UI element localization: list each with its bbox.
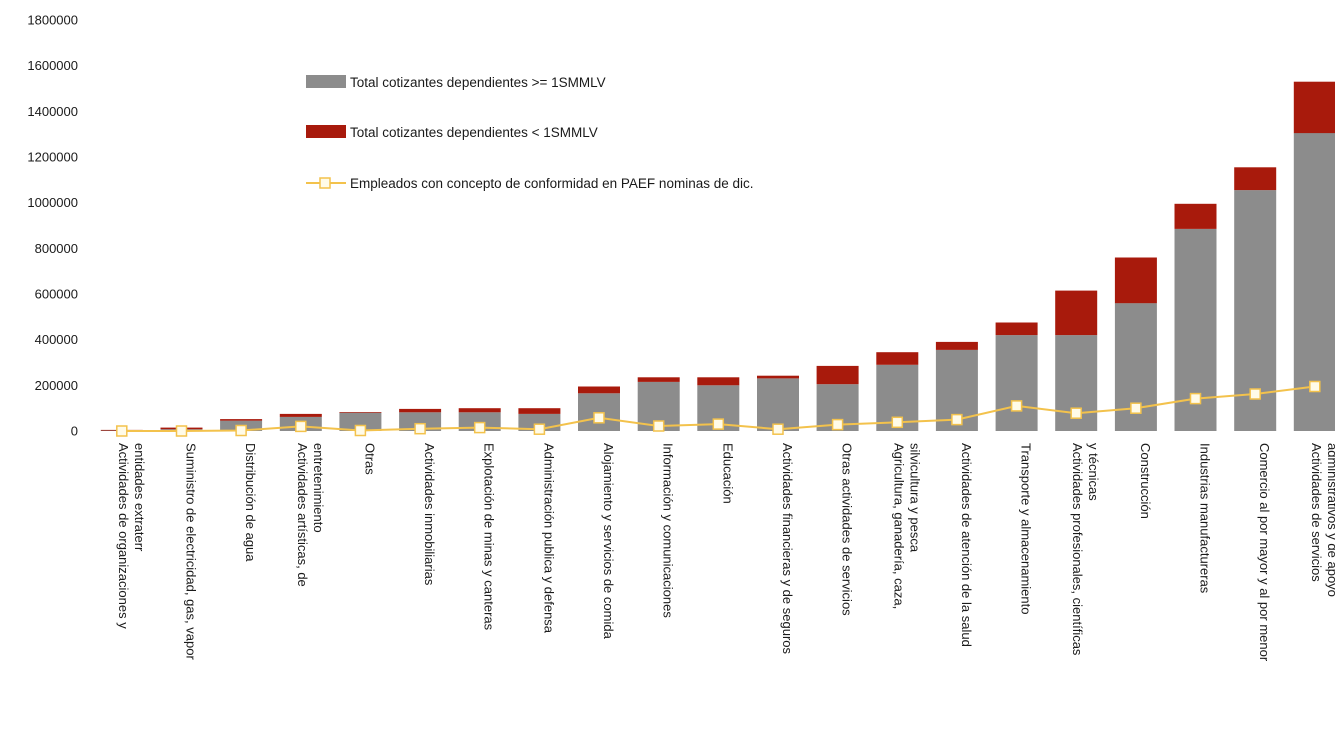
bars [100,81,1335,431]
x-tick-label: Actividades profesionales, científicas [1070,443,1085,656]
x-tick-label: Industrias manufactureras [1198,443,1213,594]
x-tick-label: Agricultura, ganadería, caza, [891,443,906,609]
bar-segment-below-1smmlv [220,419,263,421]
x-tick-label: entidades extraterr [132,443,147,552]
bar-segment-below-1smmlv [1293,81,1335,134]
bar-segment-below-1smmlv [1234,167,1277,191]
line-marker [295,420,307,433]
x-tick-label: Transporte y almacenamiento [1019,443,1034,615]
x-tick-label: Otras [362,443,377,475]
y-tick-label: 400000 [35,332,78,347]
bar-segment-above-1smmlv [995,335,1038,431]
line-marker [116,425,128,437]
line-marker [1070,407,1082,419]
y-tick-label: 200000 [35,378,78,393]
x-tick-label: Actividades de atención de la salud [959,443,974,647]
bar-segment-below-1smmlv [757,375,799,379]
bar-segment-above-1smmlv [339,412,382,431]
line-marker [1010,400,1023,412]
bar-segment-below-1smmlv [518,408,561,414]
line-marker [235,424,247,437]
line-series [116,380,1321,437]
line-marker [772,423,784,435]
bar-segment-below-1smmlv [935,341,978,350]
bar-segment-below-1smmlv [697,377,740,386]
line-marker [473,421,486,434]
x-tick-label: Información y comunicaciones [661,443,676,618]
x-tick-label: Administración publica y defensa [541,443,556,634]
x-tick-label: Actividades inmobiliarias [422,443,437,586]
line-marker [891,416,904,429]
x-tick-label: Distribución de agua [243,443,258,562]
y-tick-label: 1200000 [27,150,78,165]
y-tick-label: 600000 [35,287,78,302]
bar-segment-below-1smmlv [995,322,1038,336]
bar-segment-above-1smmlv [757,378,799,431]
line-marker [1189,392,1202,405]
line-marker [712,418,725,430]
x-axis: Actividades de organizaciones y entidades… [116,443,1335,662]
x-tick-label: administrativos y de apoyo [1325,443,1335,597]
line-marker [1130,402,1142,414]
bar-segment-below-1smmlv [876,352,919,365]
x-tick-label: silvicultura y pesca [907,443,922,553]
x-tick-label: Educación [720,443,735,504]
bar-segment-above-1smmlv [458,412,501,431]
legend-label: Total cotizantes dependientes < 1SMMLV [350,125,598,140]
bar-segment-below-1smmlv [637,377,680,382]
legend: Total cotizantes dependientes >= 1SMMLV T… [306,75,753,191]
bar-segment-above-1smmlv [399,412,442,431]
legend-label: Total cotizantes dependientes >= 1SMMLV [350,75,606,90]
bar-segment-below-1smmlv [1114,257,1157,304]
bar-segment-below-1smmlv [399,408,442,413]
y-tick-label: 1400000 [27,104,78,119]
x-tick-label: Actividades de organizaciones y [116,443,131,629]
x-tick-label: Comercio al por mayor y al por menor [1257,443,1272,662]
x-tick-label: entretenimiento [311,443,326,533]
y-tick-label: 0 [71,424,78,439]
x-tick-label: Explotación de minas y canteras [482,443,497,631]
bar-segment-below-1smmlv [1055,290,1098,336]
y-tick-label: 800000 [35,241,78,256]
line-marker [593,412,605,424]
x-tick-label: Otras actividades de servicios [840,443,855,616]
x-tick-label: Actividades artísticas, de [295,443,310,587]
x-tick-label: y técnicas [1086,443,1101,501]
y-axis: 0 200000 400000 600000 800000 1000000 1200000 1… [27,13,78,439]
line-marker [354,424,367,437]
line-marker [951,413,963,426]
bar-segment-below-1smmlv [339,412,382,413]
x-tick-label: Actividades de servicios [1309,443,1324,582]
y-tick-label: 1800000 [27,13,78,28]
bar-segment-below-1smmlv [279,413,322,417]
bar-segment-below-1smmlv [578,386,620,394]
line-marker [652,420,665,432]
x-tick-label: Suministro de electricidad, gas, vapor [184,443,199,660]
legend-swatch [306,75,346,88]
bar-segment-below-1smmlv [816,365,859,385]
bar-segment-below-1smmlv [1174,203,1217,229]
line-marker [831,418,844,431]
line-marker [1309,380,1321,393]
legend-label: Empleados con concepto de conformidad en… [350,176,753,191]
line-marker [175,425,188,437]
x-tick-label: Alojamiento y servicios de comida [601,443,616,640]
legend-swatch [306,125,346,138]
line-marker [533,423,546,435]
legend-swatch-marker [319,177,331,189]
line-marker [414,422,426,435]
x-tick-label: Construcción [1138,443,1153,519]
bar-segment-below-1smmlv [458,408,501,413]
y-tick-label: 1000000 [27,195,78,210]
y-tick-label: 1600000 [27,58,78,73]
line-marker [1249,388,1261,400]
x-tick-label: Actividades financieras y de seguros [780,443,795,655]
